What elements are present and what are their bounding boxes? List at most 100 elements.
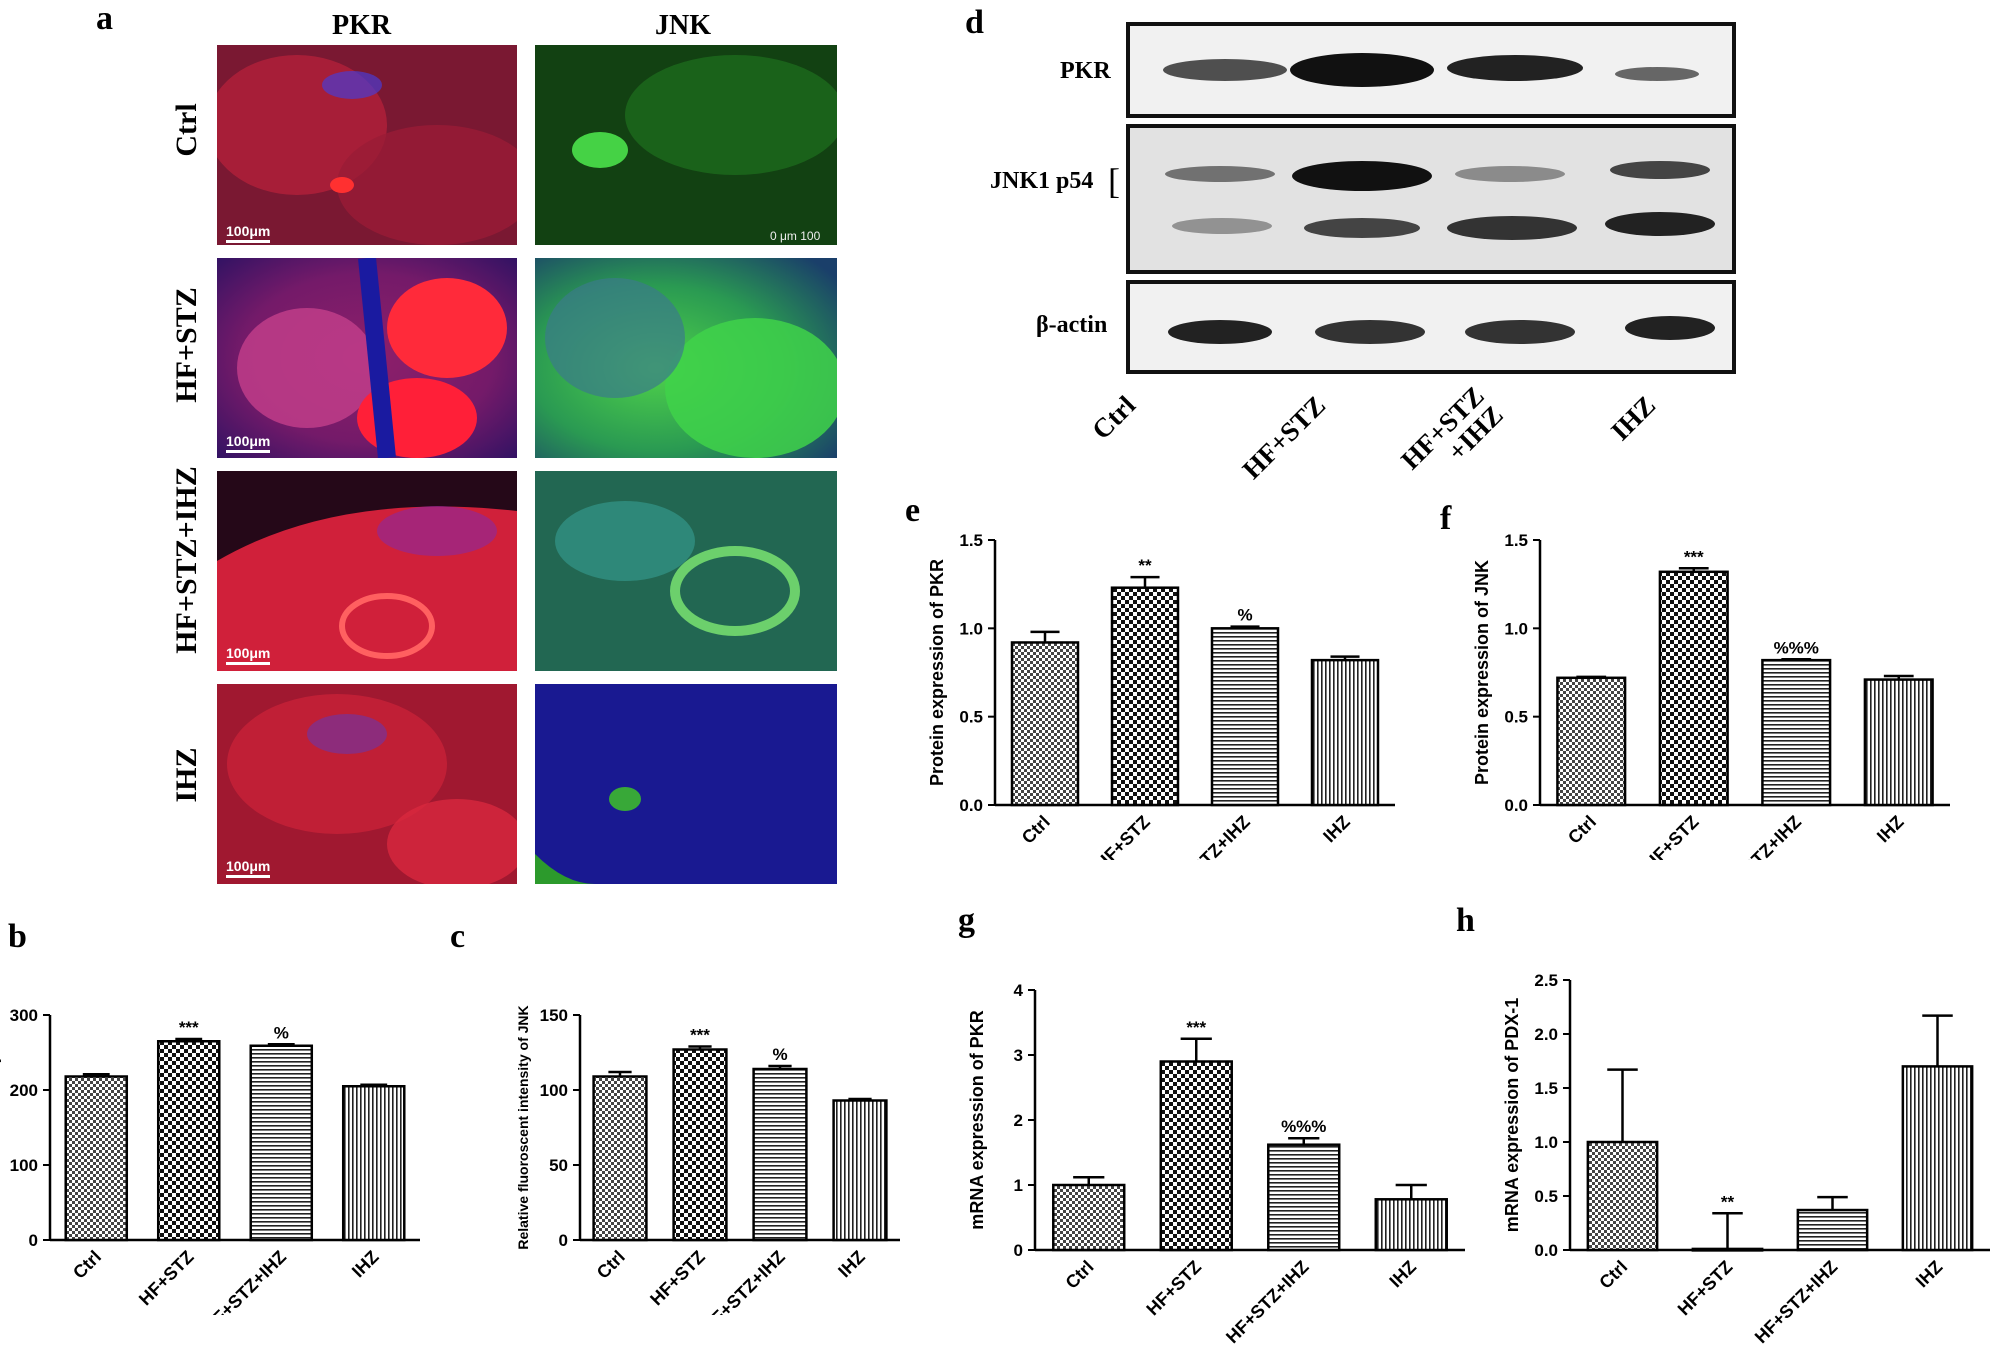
blot-pkr: [1126, 22, 1736, 118]
category-label: HF+STZ: [1640, 812, 1703, 860]
category-label: HF+STZ: [646, 1247, 709, 1310]
chart-e: 0.0 0.5 1.0 1.5 Protein expression of PKR Ctr…: [927, 531, 1395, 860]
scale-bar-4: 100μm: [226, 858, 271, 878]
bar-ctrl: [1556, 676, 1627, 807]
bar-hf-stz-ihz: [752, 1067, 808, 1242]
bar-ctrl: [1052, 1183, 1126, 1252]
y-tick-label: 1.5: [959, 531, 983, 550]
bar-hf-stz: [1159, 1060, 1233, 1252]
panel-letter-c: c: [450, 918, 466, 955]
bar-hf-stz: [672, 1048, 728, 1242]
y-tick-label: 0: [29, 1231, 38, 1250]
significance-label: %%%: [1774, 638, 1819, 657]
bar-hf-stz-ihz: [1210, 627, 1280, 807]
y-tick-label: 150: [540, 1006, 568, 1025]
category-label: HF+STZ+IHZ: [1715, 812, 1806, 860]
y-tick-label: 1.0: [1504, 619, 1528, 638]
y-tick-label: 2.5: [1534, 971, 1558, 990]
panel-letter-d: d: [965, 4, 984, 41]
y-tick-label: 1.5: [1534, 1079, 1558, 1098]
significance-label: **: [1721, 1192, 1735, 1211]
chart-h: 0.0 0.5 1.0 1.5 2.0 2.5 mRNA expression of PDX…: [1502, 971, 1990, 1347]
category-label: IHZ: [834, 1247, 869, 1282]
y-axis-label: Protein expression of PKR: [927, 559, 947, 786]
significance-label: %%%: [1281, 1117, 1326, 1136]
row-label-ihz: IHZ: [170, 747, 203, 803]
row-label-hf-stz: HF+STZ: [170, 287, 203, 403]
category-label: Ctrl: [593, 1247, 629, 1283]
blot-label-pkr: PKR: [1060, 58, 1111, 84]
y-tick-label: 0.0: [959, 796, 983, 815]
scale-bar-2: 100μm: [226, 433, 271, 453]
y-tick-label: 0.5: [959, 708, 983, 727]
bar-ctrl: [64, 1075, 129, 1242]
category-label: Ctrl: [1595, 1257, 1631, 1293]
y-axis-label: mRNA expression of PKR: [967, 1010, 987, 1229]
category-label: HF+STZ+IHZ: [1163, 812, 1254, 860]
lane-label-hf-stz-ihz: HF+STZ +IHZ: [1395, 380, 1509, 476]
panel-letter-g: g: [958, 902, 975, 939]
y-tick-label: 4: [1014, 981, 1024, 1000]
row-label-hf-stz-ihz: HF+STZ+IHZ: [170, 466, 203, 654]
bar-hf-stz: [156, 1040, 221, 1242]
bar-hf-stz-ihz: [1267, 1143, 1341, 1252]
y-tick-label: 2: [1014, 1111, 1023, 1130]
category-label: Ctrl: [69, 1247, 105, 1283]
panel-letter-b: b: [8, 918, 27, 955]
y-tick-label: 0.5: [1534, 1187, 1558, 1206]
bar-ihz: [1374, 1198, 1448, 1252]
bar-ctrl: [1586, 1140, 1659, 1252]
y-axis-label: Protein expression of JNK: [1472, 560, 1492, 785]
significance-label: ***: [1186, 1018, 1206, 1037]
bar-hf-stz-ihz: [249, 1044, 314, 1242]
lane-label-ihz: IHZ: [1604, 390, 1662, 447]
micrograph-jnk-hfstzihz: [535, 471, 837, 671]
category-label: HF+STZ: [1674, 1257, 1737, 1320]
category-label: IHZ: [1319, 812, 1354, 847]
chart-b: 0 100 200 300 Relative fluoroscent intensity…: [0, 1005, 420, 1315]
y-tick-label: 0: [559, 1231, 568, 1250]
panel-letter-h: h: [1456, 902, 1475, 939]
lane-label-hf-stz: HF+STZ: [1236, 390, 1332, 485]
row-label-ctrl: Ctrl: [170, 103, 203, 157]
lane-label-ctrl: Ctrl: [1086, 390, 1142, 446]
blot-label-jnk1: JNK1 p54: [990, 168, 1094, 194]
y-tick-label: 1.0: [959, 619, 983, 638]
column-header-jnk: JNK: [655, 10, 711, 41]
y-tick-label: 0.0: [1504, 796, 1528, 815]
significance-label: ***: [179, 1018, 199, 1037]
bar-ihz: [1863, 678, 1934, 807]
significance-label: ***: [690, 1026, 710, 1045]
bar-ctrl: [1010, 641, 1080, 807]
bar-hf-stz-ihz: [1761, 658, 1832, 807]
micrograph-jnk-ihz: [535, 684, 837, 884]
significance-label: **: [1138, 556, 1152, 575]
blot-bracket: [: [1108, 161, 1120, 201]
column-header-pkr: PKR: [332, 10, 392, 41]
blot-label-beta-actin: β-actin: [1036, 312, 1108, 338]
category-label: HF+STZ: [1142, 1257, 1205, 1320]
category-label: HF+STZ+IHZ: [200, 1247, 291, 1315]
y-tick-label: 1: [1014, 1176, 1023, 1195]
bar-ctrl: [592, 1075, 648, 1242]
y-tick-label: 3: [1014, 1046, 1023, 1065]
y-tick-label: 100: [10, 1156, 38, 1175]
scale-bar-3: 100μm: [226, 645, 271, 665]
category-label: IHZ: [1385, 1257, 1420, 1292]
y-tick-label: 2.0: [1534, 1025, 1558, 1044]
category-label: IHZ: [1912, 1257, 1947, 1292]
category-label: Ctrl: [1062, 1257, 1098, 1293]
significance-label: %: [274, 1023, 289, 1042]
y-axis-label: Relative fluoroscent intensity of JNK: [515, 1005, 531, 1249]
chart-c: 0 50 100 150 Relative fluoroscent intensity …: [515, 1005, 900, 1315]
blot-jnk1: [1126, 124, 1736, 274]
chart-g: 0 1 2 3 4 mRNA expression of PKR Ctrl *** HF+STZ…: [967, 981, 1465, 1347]
micrograph-jnk-hfstz: [535, 258, 837, 458]
category-label: IHZ: [1873, 812, 1908, 847]
y-tick-label: 100: [540, 1081, 568, 1100]
bar-ihz: [341, 1085, 406, 1242]
bar-ihz: [832, 1099, 888, 1242]
y-tick-label: 1.0: [1534, 1133, 1558, 1152]
y-axis-label: Relative fluoroscent intensity of PKR: [0, 1005, 1, 1251]
scale-bar-1: 100μm: [226, 223, 271, 243]
